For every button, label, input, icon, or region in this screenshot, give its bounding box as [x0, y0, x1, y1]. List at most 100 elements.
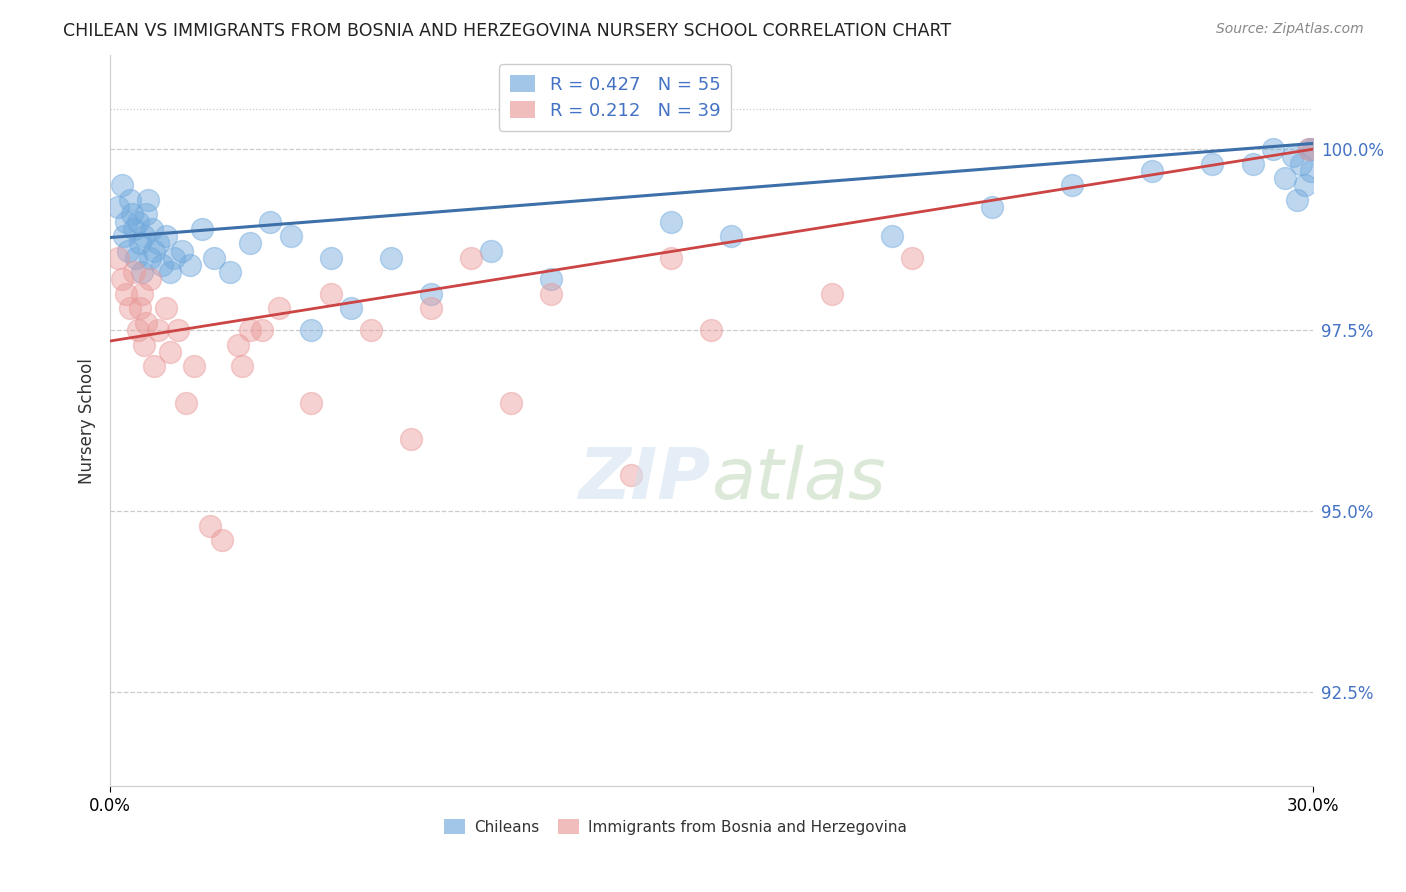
Point: [122, 222, 145, 236]
Point: [620, 467, 643, 482]
Point: [107, 251, 129, 265]
Point: [143, 359, 166, 374]
Text: atlas: atlas: [711, 444, 886, 514]
Point: [820, 287, 842, 301]
Y-axis label: Nursery School: Nursery School: [79, 358, 96, 483]
Point: [120, 301, 142, 316]
Point: [148, 323, 170, 337]
Point: [540, 287, 562, 301]
Point: [319, 251, 342, 265]
Point: [1062, 178, 1084, 193]
Legend: Chileans, Immigrants from Bosnia and Herzegovina: Chileans, Immigrants from Bosnia and Her…: [437, 813, 914, 840]
Point: [299, 395, 322, 409]
Text: Source: ZipAtlas.com: Source: ZipAtlas.com: [1216, 22, 1364, 37]
Point: [1201, 157, 1223, 171]
Point: [280, 229, 302, 244]
Point: [127, 323, 149, 337]
Point: [127, 214, 149, 228]
Point: [135, 207, 157, 221]
Point: [239, 236, 262, 251]
Point: [231, 359, 253, 374]
Point: [136, 193, 159, 207]
Point: [139, 251, 162, 265]
Point: [1294, 178, 1316, 193]
Text: ZIP: ZIP: [579, 444, 711, 514]
Point: [1298, 142, 1320, 156]
Point: [111, 178, 134, 193]
Point: [148, 236, 170, 251]
Point: [479, 244, 502, 258]
Point: [111, 272, 134, 286]
Point: [720, 229, 742, 244]
Point: [1299, 164, 1322, 178]
Point: [155, 229, 177, 244]
Point: [380, 251, 402, 265]
Point: [129, 236, 152, 251]
Point: [183, 359, 205, 374]
Point: [120, 193, 142, 207]
Point: [267, 301, 290, 316]
Point: [1298, 142, 1320, 156]
Point: [239, 323, 262, 337]
Point: [360, 323, 382, 337]
Point: [115, 287, 138, 301]
Point: [1302, 142, 1324, 156]
Point: [540, 272, 562, 286]
Point: [191, 222, 214, 236]
Point: [880, 229, 903, 244]
Point: [155, 301, 177, 316]
Point: [131, 265, 153, 279]
Point: [228, 337, 250, 351]
Point: [179, 258, 201, 272]
Point: [131, 287, 153, 301]
Point: [143, 244, 166, 258]
Point: [252, 323, 274, 337]
Point: [115, 214, 138, 228]
Point: [163, 251, 186, 265]
Point: [112, 229, 135, 244]
Point: [129, 301, 152, 316]
Point: [159, 344, 181, 359]
Point: [134, 337, 156, 351]
Point: [1142, 164, 1164, 178]
Point: [659, 251, 682, 265]
Point: [319, 287, 342, 301]
Point: [211, 533, 233, 547]
Point: [107, 200, 129, 214]
Point: [499, 395, 522, 409]
Point: [1241, 157, 1264, 171]
Point: [159, 265, 181, 279]
Point: [259, 214, 281, 228]
Point: [200, 518, 222, 533]
Point: [117, 244, 139, 258]
Point: [339, 301, 361, 316]
Point: [1289, 157, 1312, 171]
Point: [141, 222, 163, 236]
Point: [901, 251, 924, 265]
Point: [1261, 142, 1284, 156]
Point: [150, 258, 173, 272]
Point: [121, 207, 143, 221]
Point: [125, 251, 148, 265]
Point: [299, 323, 322, 337]
Point: [202, 251, 225, 265]
Point: [399, 432, 422, 446]
Point: [419, 287, 441, 301]
Point: [219, 265, 242, 279]
Point: [135, 316, 157, 330]
Point: [134, 229, 156, 244]
Text: CHILEAN VS IMMIGRANTS FROM BOSNIA AND HERZEGOVINA NURSERY SCHOOL CORRELATION CHA: CHILEAN VS IMMIGRANTS FROM BOSNIA AND HE…: [63, 22, 952, 40]
Point: [460, 251, 482, 265]
Point: [659, 214, 682, 228]
Point: [1274, 171, 1296, 186]
Point: [700, 323, 723, 337]
Point: [1281, 149, 1303, 163]
Point: [122, 265, 145, 279]
Point: [981, 200, 1004, 214]
Point: [419, 301, 441, 316]
Point: [139, 272, 162, 286]
Point: [172, 244, 194, 258]
Point: [176, 395, 198, 409]
Point: [1285, 193, 1308, 207]
Point: [167, 323, 190, 337]
